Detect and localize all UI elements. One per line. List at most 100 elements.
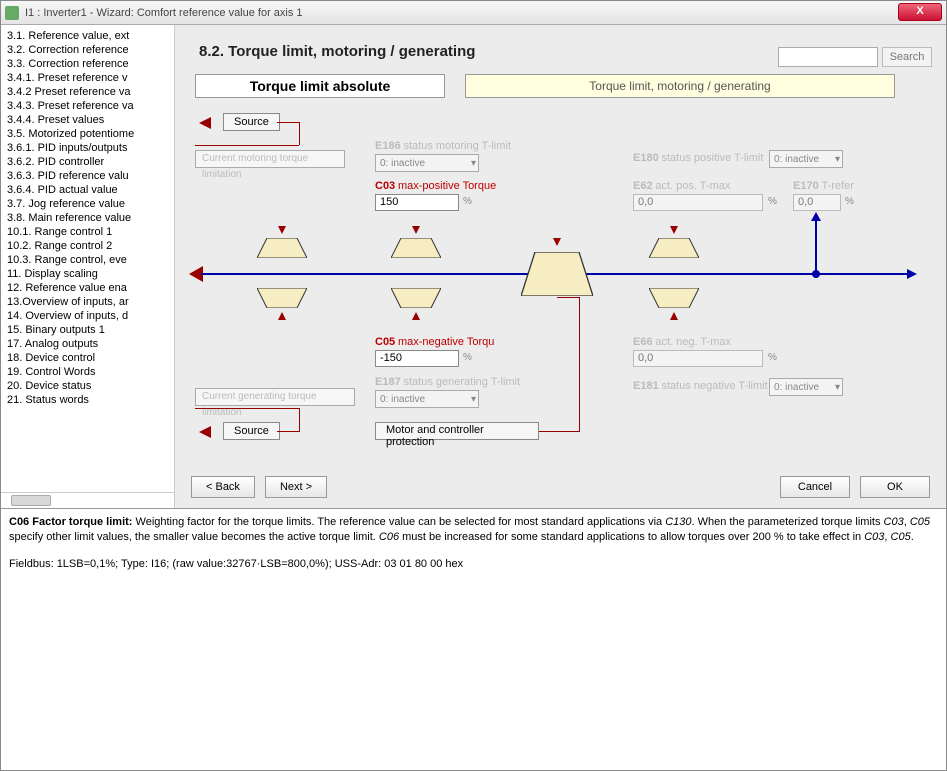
tree-item[interactable]: 10.3. Range control, eve — [7, 253, 174, 267]
motoring-limitation-label: Current motoring torque limitation — [195, 150, 345, 168]
tree-item[interactable]: 14. Overview of inputs, d — [7, 309, 174, 323]
tree-item[interactable]: 3.3. Correction reference — [7, 57, 174, 71]
tree-item[interactable]: 3.6.4. PID actual value — [7, 183, 174, 197]
limiter-block-main — [521, 252, 593, 296]
signal-line-v — [815, 218, 817, 278]
tree-item[interactable]: 10.1. Range control 1 — [7, 225, 174, 239]
param-e66-value: 0,0 — [633, 350, 763, 367]
wire — [579, 297, 580, 432]
cancel-button[interactable]: Cancel — [780, 476, 850, 498]
motor-protection-button[interactable]: Motor and controller protection — [375, 422, 539, 440]
wire — [299, 122, 300, 145]
tree-item[interactable]: 3.4.4. Preset values — [7, 113, 174, 127]
wire — [539, 431, 579, 432]
sidebar-tree: 3.1. Reference value, ext3.2. Correction… — [1, 25, 175, 508]
arrow-down-icon — [278, 226, 286, 234]
param-e186-value[interactable]: 0: inactive — [375, 154, 479, 172]
param-e181-label: E181 status negative T-limit — [633, 380, 768, 392]
tree-item[interactable]: 3.6.3. PID reference valu — [7, 169, 174, 183]
ok-button[interactable]: OK — [860, 476, 930, 498]
info-panel: C06 Factor torque limit: Weighting facto… — [1, 509, 946, 769]
next-button[interactable]: Next > — [265, 476, 327, 498]
tree-item[interactable]: 21. Status words — [7, 393, 174, 407]
limiter-block — [391, 288, 441, 308]
pct-label: % — [845, 196, 854, 207]
tree-item[interactable]: 17. Analog outputs — [7, 337, 174, 351]
param-e62-label: E62 act. pos. T-max — [633, 180, 730, 192]
tree-item[interactable]: 15. Binary outputs 1 — [7, 323, 174, 337]
tab-torque-motoring[interactable]: Torque limit, motoring / generating — [465, 74, 895, 98]
tree-item[interactable]: 13.Overview of inputs, ar — [7, 295, 174, 309]
tree-item[interactable]: 3.6.2. PID controller — [7, 155, 174, 169]
window-close-button[interactable]: X — [898, 3, 942, 21]
limiter-block — [257, 288, 307, 308]
tree-item[interactable]: 3.8. Main reference value — [7, 211, 174, 225]
info-text: C06 Factor torque limit: Weighting facto… — [9, 515, 938, 545]
tree-item[interactable]: 3.5. Motorized potentiome — [7, 127, 174, 141]
tab-torque-absolute[interactable]: Torque limit absolute — [195, 74, 445, 98]
pct-label: % — [768, 352, 777, 363]
param-e186-label: E186 status motoring T-limit — [375, 140, 511, 152]
param-e62-value: 0,0 — [633, 194, 763, 211]
param-e181-value[interactable]: 0: inactive — [769, 378, 843, 396]
app-icon — [5, 6, 19, 20]
title-bar: I1 : Inverter1 - Wizard: Comfort referen… — [1, 1, 946, 25]
arrow-down-icon — [412, 226, 420, 234]
wire — [299, 408, 300, 432]
tree-item[interactable]: 12. Reference value ena — [7, 281, 174, 295]
param-c03-value[interactable]: 150 — [375, 194, 459, 211]
wire — [277, 122, 299, 123]
param-e187-value[interactable]: 0: inactive — [375, 390, 479, 408]
source-button-top[interactable]: Source — [223, 113, 280, 131]
tree-item[interactable]: 3.6.1. PID inputs/outputs — [7, 141, 174, 155]
tree-item[interactable]: 3.4.2 Preset reference va — [7, 85, 174, 99]
tree-item[interactable]: 19. Control Words — [7, 365, 174, 379]
tree-item[interactable]: 3.1. Reference value, ext — [7, 29, 174, 43]
search-button[interactable]: Search — [882, 47, 932, 67]
arrow-up-icon — [412, 312, 420, 320]
wire — [557, 297, 580, 298]
param-c05-value[interactable]: -150 — [375, 350, 459, 367]
tree-item[interactable]: 3.4.3. Preset reference va — [7, 99, 174, 113]
arrow-up-icon — [278, 312, 286, 320]
param-e187-label: E187 status generating T-limit — [375, 376, 520, 388]
tree-item[interactable]: 11. Display scaling — [7, 267, 174, 281]
arrow-right-icon — [907, 269, 917, 279]
info-fieldbus: Fieldbus: 1LSB=0,1%; Type: I16; (raw val… — [9, 557, 938, 572]
limiter-block — [649, 288, 699, 308]
sidebar-h-scrollbar[interactable] — [1, 492, 174, 508]
tree-item[interactable]: 3.7. Jog reference value — [7, 197, 174, 211]
back-button[interactable]: < Back — [191, 476, 255, 498]
limiter-block — [649, 238, 699, 258]
scroll-thumb[interactable] — [11, 495, 51, 506]
window-title: I1 : Inverter1 - Wizard: Comfort referen… — [25, 7, 303, 19]
tree-item[interactable]: 20. Device status — [7, 379, 174, 393]
pct-label: % — [463, 196, 472, 207]
param-e170-value: 0,0 — [793, 194, 841, 211]
arrow-left-icon — [199, 426, 211, 438]
param-c03-label: C03 max-positive Torque — [375, 180, 496, 192]
param-e170-label: E170 T-refer — [793, 180, 854, 192]
wire — [195, 145, 299, 146]
arrow-up-icon — [670, 312, 678, 320]
param-e180-value[interactable]: 0: inactive — [769, 150, 843, 168]
param-e66-label: E66 act. neg. T-max — [633, 336, 731, 348]
source-button-bottom[interactable]: Source — [223, 422, 280, 440]
wire — [277, 431, 299, 432]
wire — [195, 408, 299, 409]
search-input[interactable] — [778, 47, 878, 67]
content-area: Search 8.2. Torque limit, motoring / gen… — [175, 25, 946, 508]
wizard-nav-bar: < Back Next > Cancel OK — [191, 476, 930, 498]
tree-item[interactable]: 3.2. Correction reference — [7, 43, 174, 57]
diagram-area: Source Current motoring torque limitatio… — [195, 108, 915, 468]
tree-item[interactable]: 10.2. Range control 2 — [7, 239, 174, 253]
generating-limitation-label: Current generating torque limitation — [195, 388, 355, 406]
signal-node — [812, 270, 820, 278]
pct-label: % — [768, 196, 777, 207]
tree-item[interactable]: 18. Device control — [7, 351, 174, 365]
param-c05-label: C05 max-negative Torqu — [375, 336, 494, 348]
tree-item[interactable]: 3.4.1. Preset reference v — [7, 71, 174, 85]
limiter-block — [257, 238, 307, 258]
arrow-left-icon — [199, 117, 211, 129]
tree-list[interactable]: 3.1. Reference value, ext3.2. Correction… — [1, 25, 174, 492]
